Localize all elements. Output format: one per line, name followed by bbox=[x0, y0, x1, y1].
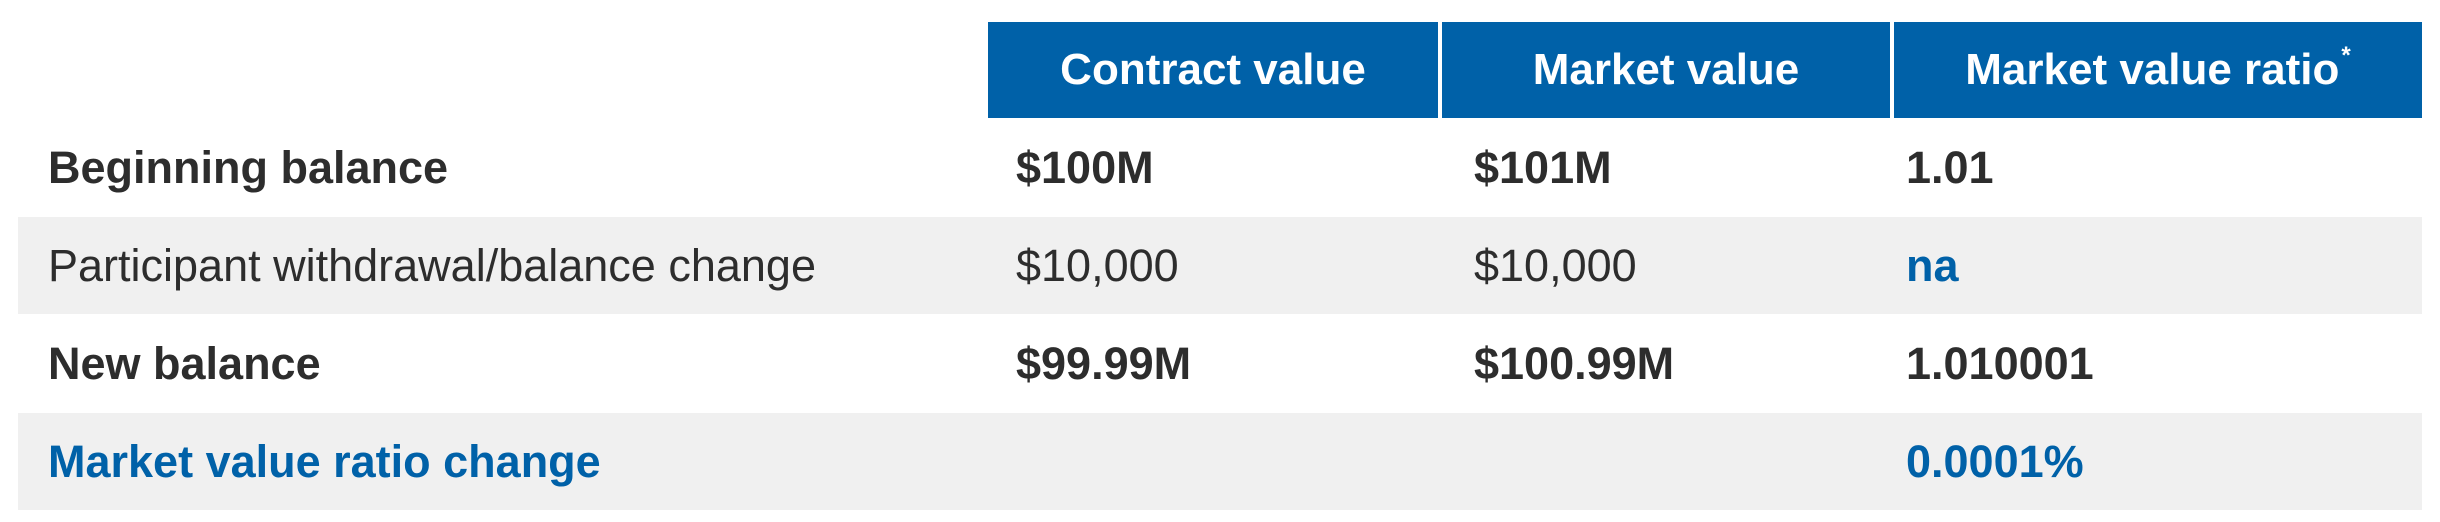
header-market-value: Market value bbox=[1442, 22, 1890, 118]
contract-value-cell: $99.99M bbox=[1016, 337, 1192, 389]
table-header-row: Contract value Market value Market value… bbox=[18, 22, 2422, 118]
ratio-cell: 1.01 bbox=[1906, 141, 1994, 193]
market-value-ratio-table: Contract value Market value Market value… bbox=[18, 22, 2422, 510]
contract-value-cell: $10,000 bbox=[1016, 239, 1179, 291]
ratio-cell: 0.0001% bbox=[1906, 435, 2084, 487]
header-contract-value: Contract value bbox=[988, 22, 1438, 118]
market-value-cell: $101M bbox=[1474, 141, 1612, 193]
row-label: Market value ratio change bbox=[48, 435, 601, 487]
row-label: New balance bbox=[48, 337, 321, 389]
table-row-participant-withdrawal: Participant withdrawal/balance change $1… bbox=[18, 217, 2422, 314]
table-row-ratio-change: Market value ratio change 0.0001% bbox=[18, 413, 2422, 510]
row-label: Participant withdrawal/balance change bbox=[48, 239, 816, 291]
market-value-cell: $10,000 bbox=[1474, 239, 1637, 291]
market-value-cell: $100.99M bbox=[1474, 337, 1675, 389]
contract-value-cell: $100M bbox=[1016, 141, 1154, 193]
ratio-cell: 1.010001 bbox=[1906, 337, 2094, 389]
footnote-asterisk: * bbox=[2341, 42, 2351, 69]
ratio-cell: na bbox=[1906, 239, 1959, 291]
table-row-beginning-balance: Beginning balance $100M $101M 1.01 bbox=[18, 119, 2422, 216]
table-row-new-balance: New balance $99.99M $100.99M 1.010001 bbox=[18, 315, 2422, 412]
header-market-value-ratio: Market value ratio * bbox=[1894, 22, 2422, 118]
row-label: Beginning balance bbox=[48, 141, 449, 193]
